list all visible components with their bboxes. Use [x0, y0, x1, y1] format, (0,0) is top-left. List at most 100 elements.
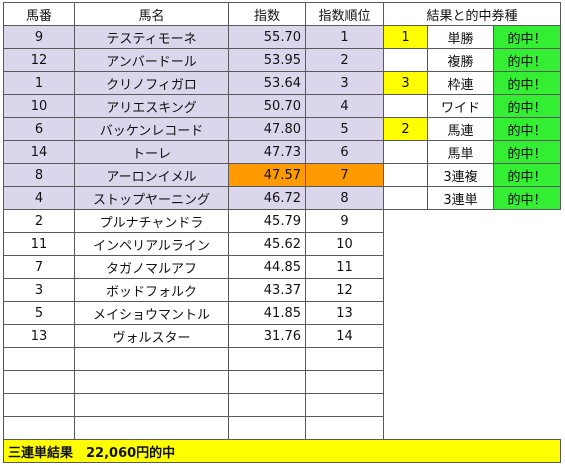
horse-name: ボッドフォルク: [74, 278, 229, 302]
horse-number: 3: [3, 278, 75, 302]
horse-number: 11: [3, 232, 75, 256]
empty-row: [3, 347, 561, 371]
horse-rank: 10: [305, 232, 384, 256]
empty-row: [3, 416, 561, 440]
header-index-rank: 指数順位: [305, 2, 384, 26]
horse-name: ストップヤーニング: [74, 186, 229, 210]
horse-index: 47.73: [228, 140, 306, 164]
result-place: [383, 140, 428, 164]
horse-rank: 11: [305, 255, 384, 279]
horse-name: アリエスキング: [74, 94, 229, 118]
horse-name: インペリアルライン: [74, 232, 229, 256]
horse-rank: 2: [305, 48, 384, 72]
bet-type: 3連複: [427, 163, 494, 187]
horse-name: トーレ: [74, 140, 229, 164]
horse-index: 45.79: [228, 209, 306, 233]
horse-index: 55.70: [228, 25, 306, 49]
horse-name: テスティモーネ: [74, 25, 229, 49]
empty-area: [384, 233, 561, 256]
empty-row: [3, 370, 561, 394]
result-place: 1: [383, 25, 428, 49]
horse-number: 2: [3, 209, 75, 233]
horse-index: 45.62: [228, 232, 306, 256]
horse-number: 5: [3, 301, 75, 325]
horse-rank: 14: [305, 324, 384, 348]
table-row: 7 タガノマルアフ 44.85 11: [3, 255, 561, 279]
horse-index: 50.70: [228, 94, 306, 118]
table-row: 14 トーレ 47.73 6 馬単 的中！: [3, 140, 561, 164]
horse-rank: 13: [305, 301, 384, 325]
header-index: 指数: [228, 2, 306, 26]
table-row: 11 インペリアルライン 45.62 10: [3, 232, 561, 256]
table-row: 1 クリノフィガロ 53.64 3 3 枠連 的中！: [3, 71, 561, 95]
horse-index: 41.85: [228, 301, 306, 325]
hit-badge: 的中！: [493, 25, 561, 49]
header-row: 馬番 馬名 指数 指数順位 結果と的中券種: [3, 2, 561, 26]
table-row: 12 アンバードール 53.95 2 複勝 的中！: [3, 48, 561, 72]
horse-number: 14: [3, 140, 75, 164]
bet-type: 単勝: [427, 25, 494, 49]
horse-name: プルナチャンドラ: [74, 209, 229, 233]
table-row: 10 アリエスキング 50.70 4 ワイド 的中！: [3, 94, 561, 118]
horse-number: 7: [3, 255, 75, 279]
result-place: [383, 186, 428, 210]
header-horse-number: 馬番: [3, 2, 75, 26]
empty-area: [384, 210, 561, 233]
hit-badge: 的中！: [493, 140, 561, 164]
horse-rank: 3: [305, 71, 384, 95]
empty-area: [384, 302, 561, 325]
horse-rank: 6: [305, 140, 384, 164]
hit-badge: 的中！: [493, 163, 561, 187]
horse-rank: 7: [305, 163, 384, 187]
horse-name: クリノフィガロ: [74, 71, 229, 95]
table-row: 8 アーロンイメル 47.57 7 3連複 的中！: [3, 163, 561, 187]
horse-number: 9: [3, 25, 75, 49]
horse-rank: 12: [305, 278, 384, 302]
horse-rank: 1: [305, 25, 384, 49]
table-row: 6 バッケンレコード 47.80 5 2 馬連 的中！: [3, 117, 561, 141]
horse-index: 47.80: [228, 117, 306, 141]
horse-rank: 8: [305, 186, 384, 210]
horse-index: 47.57: [228, 163, 306, 187]
horse-number: 10: [3, 94, 75, 118]
horse-number: 6: [3, 117, 75, 141]
horse-index: 53.95: [228, 48, 306, 72]
horse-name: バッケンレコード: [74, 117, 229, 141]
bet-type: ワイド: [427, 94, 494, 118]
horse-rank: 4: [305, 94, 384, 118]
result-table: 馬番 馬名 指数 指数順位 結果と的中券種 9 テスティモーネ 55.70 1 …: [3, 2, 561, 463]
bet-type: 複勝: [427, 48, 494, 72]
horse-index: 46.72: [228, 186, 306, 210]
horse-index: 44.85: [228, 255, 306, 279]
hit-badge: 的中！: [493, 186, 561, 210]
horse-rank: 9: [305, 209, 384, 233]
table-row: 4 ストップヤーニング 46.72 8 3連単 的中！: [3, 186, 561, 210]
horse-number: 4: [3, 186, 75, 210]
horse-number: 8: [3, 163, 75, 187]
header-horse-name: 馬名: [74, 2, 229, 26]
empty-area: [384, 256, 561, 279]
trifecta-result: 三連単結果 22,060円的中: [3, 439, 561, 463]
horse-name: タガノマルアフ: [74, 255, 229, 279]
hit-badge: 的中！: [493, 117, 561, 141]
result-place: [383, 48, 428, 72]
horse-index: 43.37: [228, 278, 306, 302]
table-row: 13 ヴォルスター 31.76 14: [3, 324, 561, 348]
empty-area: [384, 279, 561, 302]
table-row: 2 プルナチャンドラ 45.79 9: [3, 209, 561, 233]
horse-name: ヴォルスター: [74, 324, 229, 348]
result-place: 3: [383, 71, 428, 95]
horse-name: メイショウマントル: [74, 301, 229, 325]
horse-index: 31.76: [228, 324, 306, 348]
table-row: 5 メイショウマントル 41.85 13: [3, 301, 561, 325]
bet-type: 馬連: [427, 117, 494, 141]
horse-number: 12: [3, 48, 75, 72]
bet-type: 馬単: [427, 140, 494, 164]
horse-number: 1: [3, 71, 75, 95]
table-row: 3 ボッドフォルク 43.37 12: [3, 278, 561, 302]
horse-name: アンバードール: [74, 48, 229, 72]
horse-rank: 5: [305, 117, 384, 141]
horse-name: アーロンイメル: [74, 163, 229, 187]
hit-badge: 的中！: [493, 71, 561, 95]
header-result: 結果と的中券種: [383, 2, 561, 26]
